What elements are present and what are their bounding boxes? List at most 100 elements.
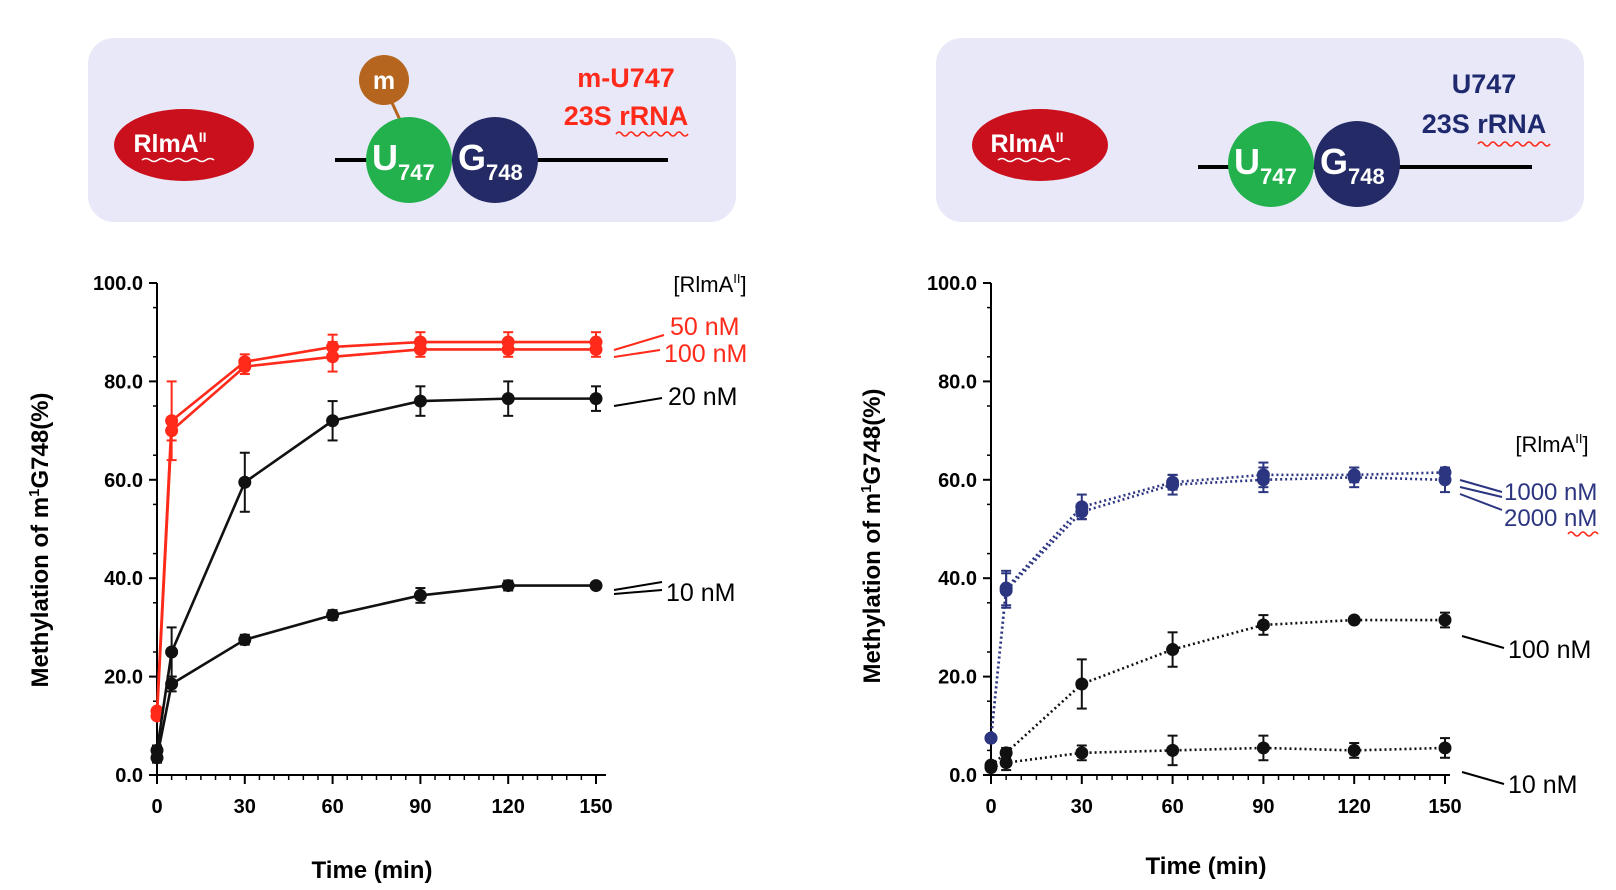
left-leader-50nm	[613, 334, 665, 351]
right-plot-area: 0.0 20.0 40.0 60.0 80.0 100.0 0 30 60 90 120 150	[927, 273, 1462, 818]
right-x-tick-label: 120	[1338, 796, 1371, 818]
right-g-nucleotide	[1314, 121, 1400, 207]
left-series-10nm-point	[150, 751, 164, 765]
left-series-10nm-point	[238, 633, 252, 647]
right-series-10nm-point	[1075, 746, 1089, 760]
right-series-2000nm-line	[989, 476, 1446, 739]
left-chart-text: Methylation of m1G748(%) Time (min) [Rlm…	[26, 271, 747, 884]
right-enzyme-blob	[972, 109, 1108, 181]
left-series-10nm-point	[589, 579, 603, 593]
left-series-100nm-point	[238, 360, 252, 374]
left-leader-20nm	[613, 397, 663, 407]
right-series-2000nm-point	[984, 731, 998, 745]
right-legend-100nm: 100 nM	[1508, 636, 1591, 664]
left-y-tick-label: 60.0	[104, 470, 143, 492]
left-x-tick-label: 0	[151, 796, 162, 818]
right-g-label: G748	[1320, 141, 1385, 189]
left-substrate-title-1: m-U747	[577, 63, 675, 93]
left-enzyme-blob	[114, 109, 254, 181]
left-substrate-title-2: 23S rRNA	[564, 101, 689, 131]
left-x-axis-label: Time (min)	[312, 857, 433, 884]
left-u-nucleotide	[366, 117, 452, 203]
left-plot-area: 0.0 20.0 40.0 60.0 80.0 100.0 0 30 60 90 120 150	[93, 273, 613, 818]
right-series-100nm-point	[1438, 613, 1452, 627]
right-series-2000nm-point	[1075, 505, 1089, 519]
left-x-tick-label: 30	[234, 796, 256, 818]
left-series-20nm-point	[413, 394, 427, 408]
right-u-nucleotide	[1228, 121, 1314, 207]
right-series-10nm-point	[1256, 741, 1270, 755]
right-legend-10nm: 10 nM	[1508, 771, 1577, 799]
right-series-1000nm-line	[989, 471, 1446, 739]
left-methyl-group	[359, 55, 409, 105]
left-y-axis-label: Methylation of m1G748(%)	[26, 392, 54, 687]
left-series-10nm-point	[413, 588, 427, 602]
left-series-10nm-point	[501, 579, 515, 593]
left-series-100nm-point	[501, 342, 515, 356]
left-series-100nm-point	[165, 424, 179, 438]
right-series-2000nm-point	[1166, 478, 1180, 492]
right-series-10nm-point	[999, 756, 1013, 770]
right-series-2000nm-point	[1347, 470, 1361, 484]
right-leader-1000nm-b	[1459, 486, 1503, 498]
right-x-tick-label: 60	[1161, 796, 1183, 818]
right-x-tick-label: 150	[1428, 796, 1461, 818]
left-legend-title: [RlmAII]	[673, 271, 746, 297]
right-x-axis-label: Time (min)	[1146, 853, 1267, 880]
right-series-10nm-line	[990, 746, 1446, 769]
right-series-10nm-point	[984, 761, 998, 775]
right-chart-text: Methylation of m1G748(%) Time (min) [Rlm…	[858, 388, 1599, 880]
right-enzyme-label: RlmAII	[990, 129, 1063, 158]
left-spell-squiggle	[615, 131, 689, 137]
left-y-tick-label: 40.0	[104, 568, 143, 590]
right-x-tick-label: 30	[1071, 796, 1093, 818]
left-y-tick-label: 80.0	[104, 371, 143, 393]
left-x-tick-label: 60	[321, 796, 343, 818]
right-leader-10nm	[1461, 771, 1505, 785]
right-series-10nm-point	[1347, 743, 1361, 757]
left-leader-10nm-a	[613, 581, 663, 591]
right-legend-squiggle	[1567, 531, 1599, 537]
left-legend-50nm: 50 nM	[670, 313, 739, 341]
left-g-nucleotide	[452, 117, 538, 203]
left-enzyme-label: RlmAII	[133, 129, 206, 158]
left-y-tick-label: 20.0	[104, 667, 143, 689]
left-enzyme-squiggle	[141, 157, 215, 163]
right-series-100nm-point	[1075, 677, 1089, 691]
left-series-10nm-point	[165, 677, 179, 691]
right-y-tick-label: 40.0	[938, 568, 977, 590]
left-x-tick-label: 90	[409, 796, 431, 818]
right-substrate-title-2: 23S rRNA	[1422, 109, 1547, 139]
left-legend-10nm: 10 nM	[666, 579, 735, 607]
right-series-10nm-point	[1438, 741, 1452, 755]
left-legend-20nm: 20 nM	[668, 383, 737, 411]
right-legend-title: [RlmAII]	[1515, 431, 1588, 457]
left-schematic: RlmAII m U747 G748 m-U747 23S rRNA	[88, 38, 736, 222]
right-y-axis-label: Methylation of m1G748(%)	[858, 388, 886, 683]
left-series-20nm-line	[155, 397, 596, 751]
right-legend-2000nm: 2000 nM	[1504, 505, 1597, 532]
right-y-tick-label: 0.0	[949, 765, 977, 787]
right-leader-2000nm	[1459, 493, 1503, 511]
right-u-label: U747	[1234, 141, 1297, 189]
left-g-label: G748	[458, 137, 523, 185]
right-series-100nm-point	[1166, 643, 1180, 657]
right-leader-100nm	[1461, 635, 1505, 649]
right-substrate-title-1: U747	[1452, 69, 1517, 99]
left-x-tick-label: 120	[492, 796, 525, 818]
left-leader-10nm-b	[613, 589, 663, 595]
right-x-tick-label: 0	[985, 796, 996, 818]
left-series-20nm-point	[165, 645, 179, 659]
left-series-100nm-point	[589, 342, 603, 356]
left-leader-100nm	[613, 349, 661, 358]
right-spell-squiggle	[1477, 141, 1551, 147]
right-series-10nm-point	[1166, 743, 1180, 757]
right-series-100nm-point	[1347, 613, 1361, 627]
left-series-20nm-point	[501, 392, 515, 406]
right-schematic: RlmAII U747 G748 U747 23S rRNA	[936, 38, 1584, 222]
right-enzyme-squiggle	[997, 157, 1071, 163]
right-series-100nm-point	[1256, 618, 1270, 632]
left-series-20nm-point	[238, 475, 252, 489]
right-legend-1000nm: 1000 nM	[1504, 479, 1597, 506]
